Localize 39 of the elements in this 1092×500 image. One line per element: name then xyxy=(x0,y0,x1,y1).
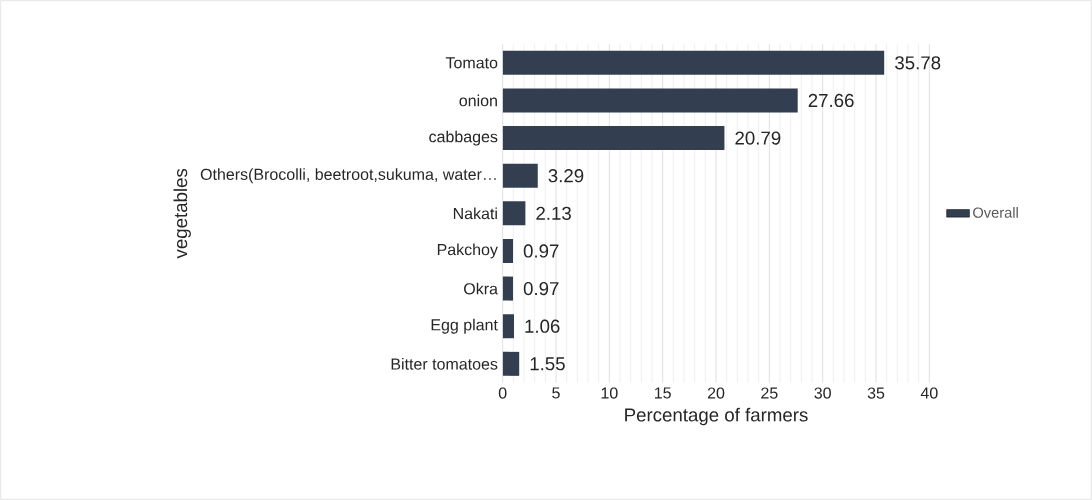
data-label: 2.13 xyxy=(536,206,571,220)
y-tick-label: cabbages xyxy=(429,130,498,146)
bar xyxy=(502,50,885,75)
y-tick-label: Others(Brocolli, beetroot,sukuma, water… xyxy=(200,168,496,184)
data-label: 20.79 xyxy=(735,131,781,145)
x-tick-label: 35 xyxy=(867,387,885,399)
x-tick-label: 0 xyxy=(498,387,507,399)
bar xyxy=(502,88,798,113)
x-tick-label: 5 xyxy=(552,387,560,399)
bar xyxy=(502,238,514,263)
y-tick-label: onion xyxy=(459,94,497,107)
x-tick-label: 10 xyxy=(601,387,618,399)
y-tick-label: Tomato xyxy=(445,57,498,69)
y-tick-label: Bitter tomatoes xyxy=(391,357,498,370)
data-label: 1.55 xyxy=(530,357,565,371)
bar xyxy=(502,126,725,151)
x-tick-label: 20 xyxy=(707,387,725,399)
bar xyxy=(502,201,526,226)
data-label: 3.29 xyxy=(548,169,584,183)
bar xyxy=(502,163,538,188)
x-tick-label: 15 xyxy=(654,387,671,399)
y-tick-label: Egg plant xyxy=(431,318,498,334)
data-label: 0.97 xyxy=(523,281,559,296)
bar xyxy=(502,351,520,376)
data-label: 1.06 xyxy=(525,319,560,333)
data-label: 27.66 xyxy=(808,93,854,108)
x-tick-label: 30 xyxy=(814,387,831,399)
data-label: 0.97 xyxy=(523,244,559,258)
x-tick-label: 40 xyxy=(920,387,938,399)
y-tick-label: Pakchoy xyxy=(437,243,498,259)
y-tick-label: Okra xyxy=(464,282,498,295)
y-tick-label: Nakati xyxy=(453,207,497,220)
legend-label: Overall xyxy=(973,207,1018,218)
x-tick-label: 25 xyxy=(761,387,778,399)
bar xyxy=(502,314,514,339)
data-label: 35.78 xyxy=(895,56,941,70)
x-axis-title: Percentage of farmers xyxy=(625,407,808,426)
y-axis-title: vegetables xyxy=(173,168,191,259)
bar xyxy=(502,276,514,301)
